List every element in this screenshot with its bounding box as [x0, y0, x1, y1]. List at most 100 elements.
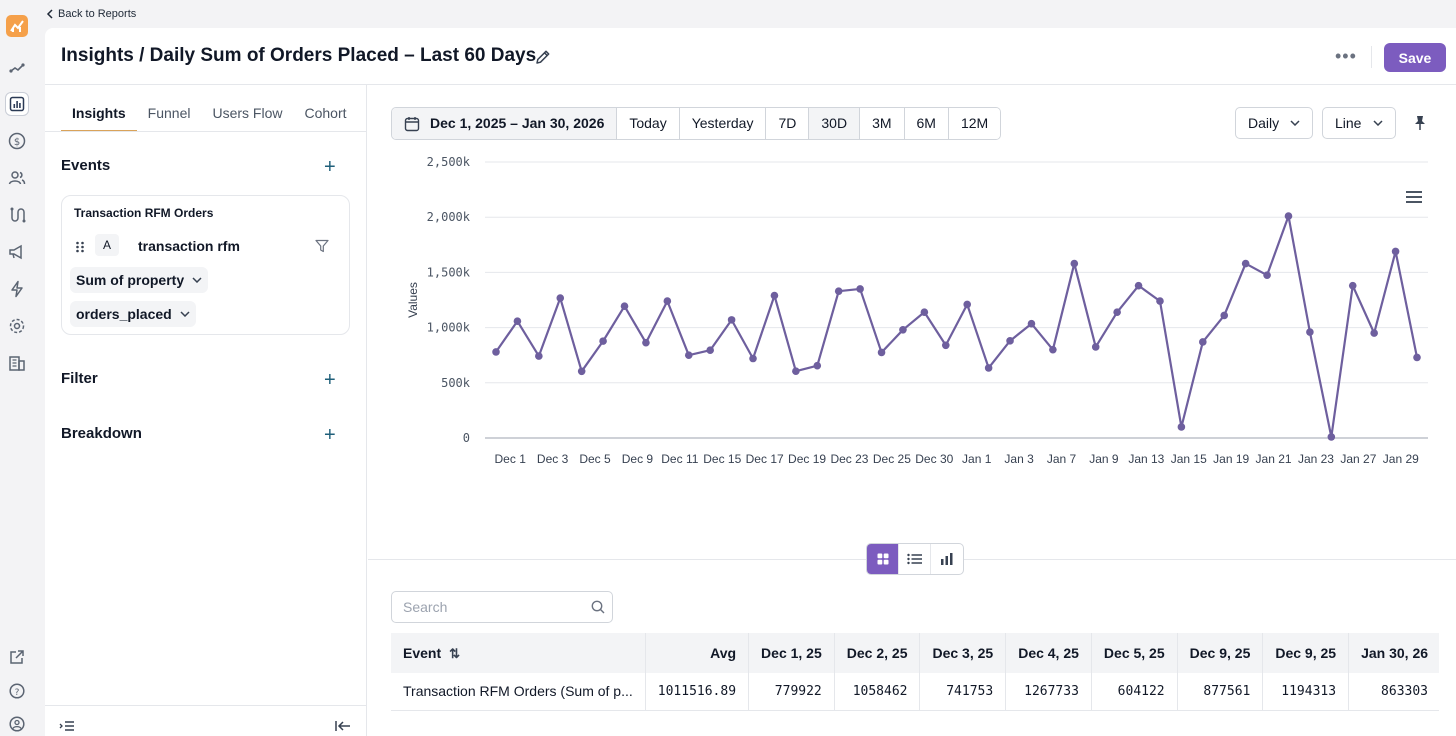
- value-cell: 877561: [1177, 673, 1264, 711]
- column-header-event[interactable]: Event ⇅: [391, 633, 646, 673]
- column-header-date[interactable]: Dec 3, 25: [919, 633, 1007, 673]
- more-options-icon[interactable]: •••: [1335, 46, 1357, 66]
- chevron-down-icon: [1373, 120, 1383, 126]
- lightning-icon[interactable]: [5, 277, 29, 301]
- search-icon: [591, 600, 605, 614]
- data-point: [706, 346, 714, 355]
- chart-type-label: Line: [1335, 115, 1362, 131]
- x-tick-label: Dec 11: [661, 452, 698, 466]
- table-header-row: Event ⇅ Avg Dec 1, 25 Dec 2, 25 Dec 3, 25…: [391, 633, 1439, 673]
- tab-insights[interactable]: Insights: [61, 105, 137, 132]
- data-point: [535, 352, 543, 360]
- property-dropdown[interactable]: orders_placed: [70, 301, 196, 327]
- back-to-reports-link[interactable]: Back to Reports: [46, 8, 136, 20]
- edit-pencil-icon[interactable]: [534, 48, 552, 66]
- data-point: [749, 354, 757, 363]
- main-panel: Insights / Daily Sum of Orders Placed – …: [45, 28, 1456, 736]
- column-header-date[interactable]: Dec 2, 25: [834, 633, 921, 673]
- add-filter-plus-icon[interactable]: +: [324, 369, 336, 391]
- value-cell: 779922: [748, 673, 835, 711]
- megaphone-icon[interactable]: [5, 240, 29, 264]
- column-header-date[interactable]: Dec 5, 25: [1091, 633, 1178, 673]
- add-event-plus-icon[interactable]: +: [324, 156, 336, 178]
- data-point: [684, 351, 693, 359]
- bar-chart-view-icon[interactable]: [931, 544, 963, 574]
- preset-30d[interactable]: 30D: [809, 108, 861, 139]
- series-line: [495, 214, 1419, 438]
- data-table: Event ⇅ Avg Dec 1, 25 Dec 2, 25 Dec 3, 25…: [391, 633, 1439, 711]
- data-point: [1327, 433, 1336, 441]
- help-icon[interactable]: ?: [5, 679, 29, 703]
- x-tick-label: Dec 5: [579, 452, 611, 466]
- preset-3m[interactable]: 3M: [860, 108, 905, 139]
- external-link-icon[interactable]: [5, 645, 29, 669]
- account-icon[interactable]: [5, 712, 29, 736]
- event-cell: Transaction RFM Orders (Sum of p...: [391, 673, 646, 711]
- x-tick-label: Jan 13: [1128, 452, 1164, 466]
- preset-6m[interactable]: 6M: [904, 108, 949, 139]
- x-tick-label: Dec 17: [746, 452, 784, 466]
- aggregation-dropdown[interactable]: Sum of property: [70, 267, 209, 293]
- column-header-date[interactable]: Dec 9, 25: [1177, 633, 1264, 673]
- tabs-divider: [45, 131, 366, 132]
- sparkle-icon[interactable]: [5, 57, 29, 81]
- filter-funnel-icon[interactable]: [315, 239, 329, 253]
- breakdown-section-title: Breakdown: [61, 425, 142, 442]
- chart-type-dropdown[interactable]: Line: [1322, 107, 1396, 139]
- building-icon[interactable]: [5, 351, 29, 375]
- column-header-date[interactable]: Jan 30, 26: [1348, 633, 1439, 673]
- list-view-icon[interactable]: [899, 544, 931, 574]
- y-tick-label: 1,000k: [427, 321, 471, 335]
- calendar-icon: [404, 116, 420, 131]
- preset-12m[interactable]: 12M: [948, 108, 1001, 139]
- data-point: [1134, 281, 1143, 290]
- x-tick-label: Dec 1: [495, 452, 527, 466]
- tab-funnel[interactable]: Funnel: [147, 105, 191, 121]
- search-input[interactable]: [392, 592, 572, 622]
- add-breakdown-plus-icon[interactable]: +: [324, 424, 336, 446]
- filter-section-title: Filter: [61, 370, 98, 387]
- preset-7d[interactable]: 7D: [766, 108, 810, 139]
- journey-icon[interactable]: [5, 203, 29, 227]
- data-point: [1370, 329, 1378, 337]
- save-button[interactable]: Save: [1384, 43, 1446, 72]
- x-tick-label: Dec 9: [622, 452, 654, 466]
- avg-cell: 1011516.89: [645, 673, 750, 711]
- value-cell: 1267733: [1005, 673, 1092, 711]
- column-header-date[interactable]: Dec 4, 25: [1005, 633, 1092, 673]
- event-name[interactable]: transaction rfm: [138, 238, 240, 254]
- column-header-avg[interactable]: Avg: [645, 633, 750, 673]
- chart-menu-hamburger-icon[interactable]: [1405, 190, 1423, 204]
- tab-users-flow[interactable]: Users Flow: [212, 105, 283, 121]
- list-collapse-icon[interactable]: [59, 719, 75, 733]
- app-logo-icon[interactable]: [6, 15, 28, 37]
- preset-yesterday[interactable]: Yesterday: [679, 108, 767, 139]
- sort-icon[interactable]: ⇅: [449, 645, 461, 661]
- date-range-label: Dec 1, 2025 – Jan 30, 2026: [430, 115, 605, 131]
- panel-footer-divider: [45, 705, 366, 706]
- grid-view-icon[interactable]: [867, 544, 899, 574]
- line-chart: 0 500k 1,000k 1,500k 2,000k 2,500k Values Dec 1…: [368, 150, 1456, 550]
- x-tick-label: Jan 29: [1383, 452, 1419, 466]
- reports-chart-icon[interactable]: [5, 92, 29, 116]
- interval-dropdown[interactable]: Daily: [1235, 107, 1313, 139]
- event-card-title: Transaction RFM Orders: [74, 206, 214, 220]
- collapse-panel-icon[interactable]: [335, 719, 351, 733]
- tab-cohort[interactable]: Cohort: [304, 105, 347, 121]
- x-tick-label: Dec 19: [788, 452, 826, 466]
- table-row[interactable]: Transaction RFM Orders (Sum of p... 1011…: [391, 673, 1439, 711]
- table-search: [391, 591, 613, 623]
- drag-handle-icon[interactable]: [75, 240, 85, 253]
- pin-icon[interactable]: [1413, 115, 1427, 131]
- preset-today[interactable]: Today: [617, 108, 680, 139]
- data-point: [556, 294, 565, 302]
- users-icon[interactable]: [5, 166, 29, 190]
- settings-gear-icon[interactable]: [5, 314, 29, 338]
- column-header-date[interactable]: Dec 1, 25: [748, 633, 835, 673]
- x-tick-label: Dec 25: [873, 452, 911, 466]
- column-header-date[interactable]: Dec 9, 25: [1262, 633, 1350, 673]
- date-range-picker[interactable]: Dec 1, 2025 – Jan 30, 2026: [392, 108, 618, 139]
- data-point: [513, 317, 522, 325]
- svg-text:?: ?: [15, 688, 20, 698]
- dollar-icon[interactable]: $: [5, 129, 29, 153]
